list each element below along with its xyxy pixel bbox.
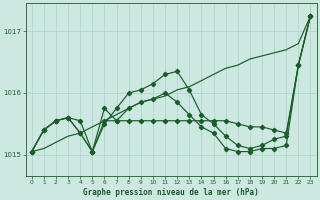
X-axis label: Graphe pression niveau de la mer (hPa): Graphe pression niveau de la mer (hPa) <box>83 188 259 197</box>
